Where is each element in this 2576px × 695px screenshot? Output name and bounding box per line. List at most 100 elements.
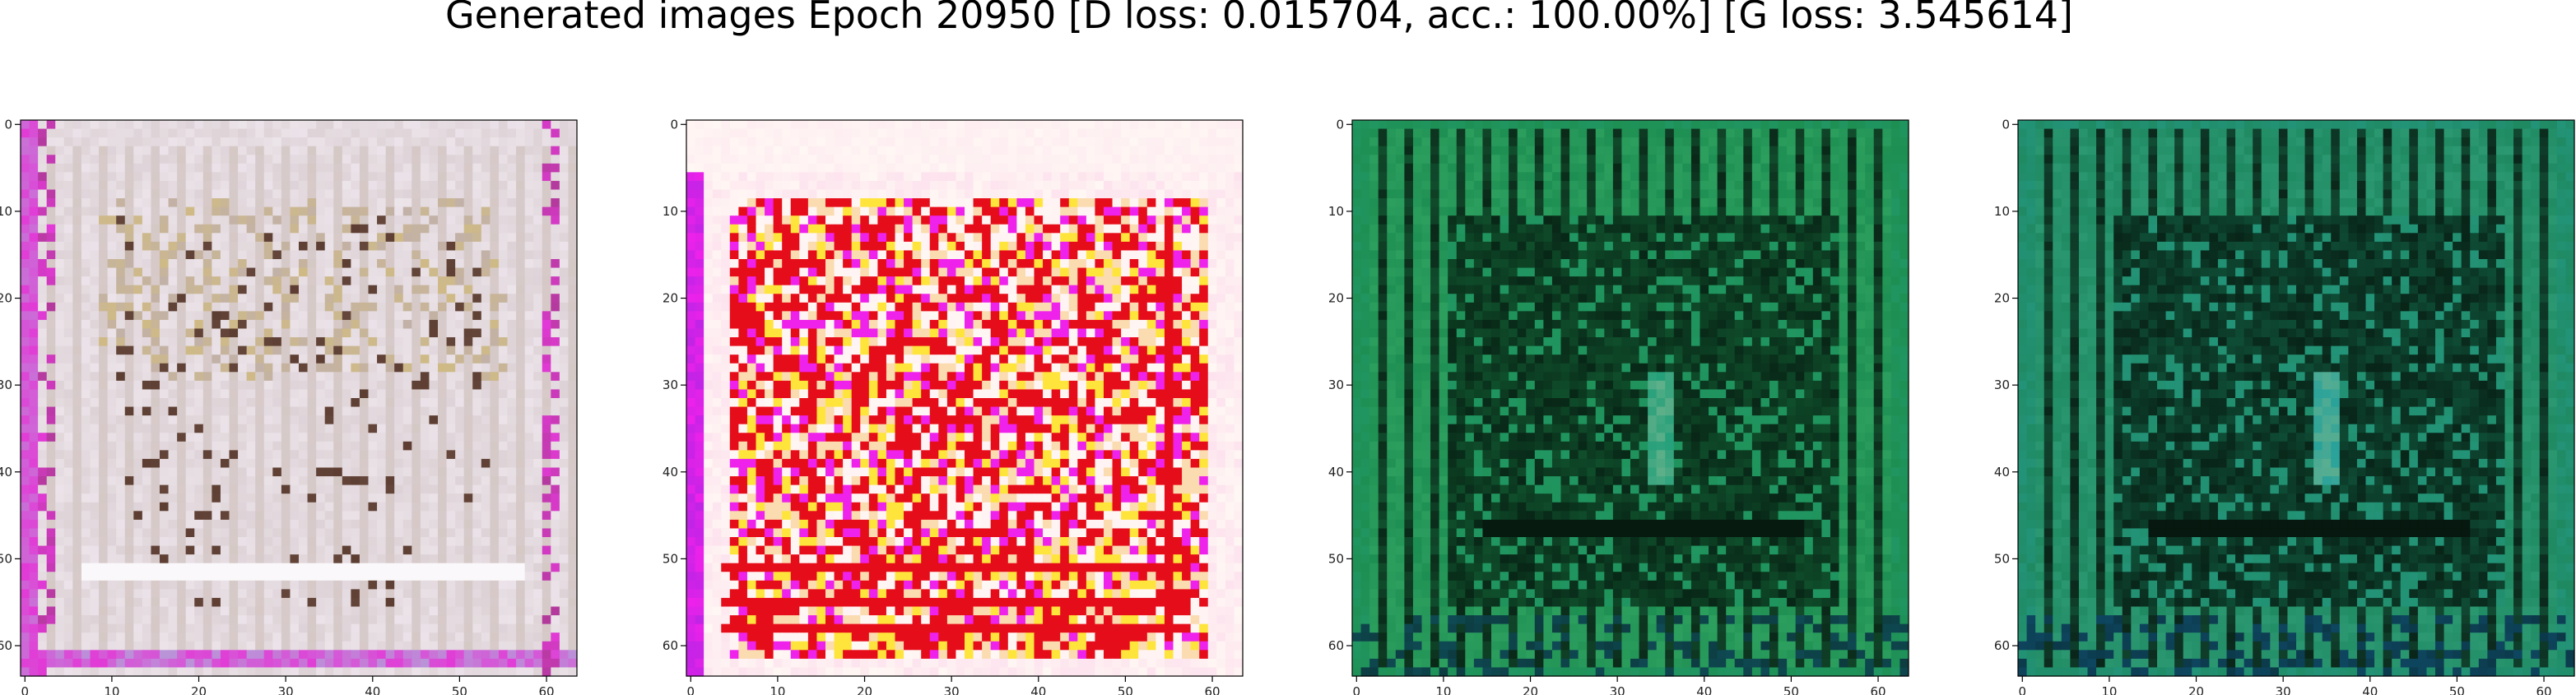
pixel <box>412 163 421 173</box>
pixel <box>21 163 30 173</box>
pixel <box>420 467 430 477</box>
pixel <box>729 189 739 199</box>
pixel <box>551 563 560 572</box>
pixel <box>516 493 526 503</box>
pixel <box>290 267 300 277</box>
pixel <box>351 615 360 625</box>
pixel <box>490 389 500 399</box>
pixel <box>316 319 326 330</box>
pixel <box>168 363 178 373</box>
pixel <box>686 215 696 225</box>
pixel <box>385 233 395 243</box>
pixel <box>185 345 195 355</box>
pixel <box>351 476 360 486</box>
pixel <box>455 302 465 312</box>
pixel <box>21 398 30 408</box>
pixel <box>490 206 500 216</box>
pixel <box>194 450 204 460</box>
pixel <box>368 233 378 243</box>
pixel <box>351 163 360 173</box>
pixel <box>107 467 117 477</box>
pixel <box>973 224 983 234</box>
pixel <box>498 398 509 408</box>
pixel <box>290 198 300 208</box>
pixel <box>124 294 134 303</box>
pixel <box>124 493 134 503</box>
pixel <box>72 545 82 555</box>
pixel <box>533 345 543 355</box>
pixel <box>394 615 404 625</box>
pixel <box>194 623 204 633</box>
pixel <box>1034 206 1044 216</box>
pixel <box>524 172 534 182</box>
pixel <box>81 406 91 416</box>
pixel <box>142 563 152 572</box>
pixel <box>559 276 570 286</box>
pixel <box>38 215 48 225</box>
pixel <box>490 302 500 312</box>
pixel <box>507 458 517 469</box>
pixel <box>1225 172 1235 182</box>
pixel <box>21 311 30 321</box>
pixel <box>81 180 91 191</box>
pixel <box>490 224 500 234</box>
pixel <box>420 337 430 347</box>
pixel <box>107 241 117 252</box>
pixel <box>281 198 291 208</box>
pixel <box>202 172 212 182</box>
pixel <box>929 206 939 216</box>
pixel <box>498 372 509 382</box>
pixel <box>1164 180 1174 191</box>
pixel <box>481 120 491 130</box>
pixel <box>524 641 534 651</box>
pixel <box>420 650 430 660</box>
pixel <box>107 137 117 147</box>
pixel <box>151 215 160 225</box>
pixel <box>490 563 500 572</box>
pixel <box>307 528 317 538</box>
pixel <box>46 589 56 599</box>
pixel <box>1016 198 1026 208</box>
pixel <box>455 215 465 225</box>
pixel <box>72 493 82 503</box>
pixel <box>263 424 273 433</box>
pixel <box>107 493 117 503</box>
pixel <box>551 632 560 642</box>
pixel <box>1234 120 1244 130</box>
pixel <box>229 632 239 642</box>
pixel <box>1234 206 1244 216</box>
pixel <box>1112 224 1122 234</box>
pixel <box>385 206 395 216</box>
pixel <box>299 172 309 182</box>
pixel <box>90 198 100 208</box>
pixel <box>1077 163 1087 173</box>
pixel <box>559 545 570 555</box>
pixel <box>551 572 560 581</box>
pixel <box>202 259 212 269</box>
pixel <box>756 206 765 216</box>
pixel <box>938 155 948 164</box>
pixel <box>229 250 239 260</box>
pixel <box>238 302 248 312</box>
pixel <box>185 667 195 677</box>
pixel <box>559 597 570 608</box>
pixel <box>498 597 509 608</box>
pixel <box>368 528 378 538</box>
pixel <box>255 493 265 503</box>
pixel <box>368 120 378 130</box>
pixel <box>81 285 91 294</box>
pixel <box>455 276 465 286</box>
pixel <box>455 450 465 460</box>
pixel <box>524 328 534 338</box>
pixel <box>446 537 456 547</box>
pixel <box>377 241 387 252</box>
pixel <box>133 458 143 469</box>
pixel <box>246 528 256 538</box>
pixel <box>168 606 178 616</box>
pixel <box>194 467 204 477</box>
pixel <box>1234 198 1244 208</box>
pixel <box>238 180 248 191</box>
pixel <box>1164 198 1174 208</box>
pixel <box>412 554 421 564</box>
pixel <box>359 259 370 269</box>
